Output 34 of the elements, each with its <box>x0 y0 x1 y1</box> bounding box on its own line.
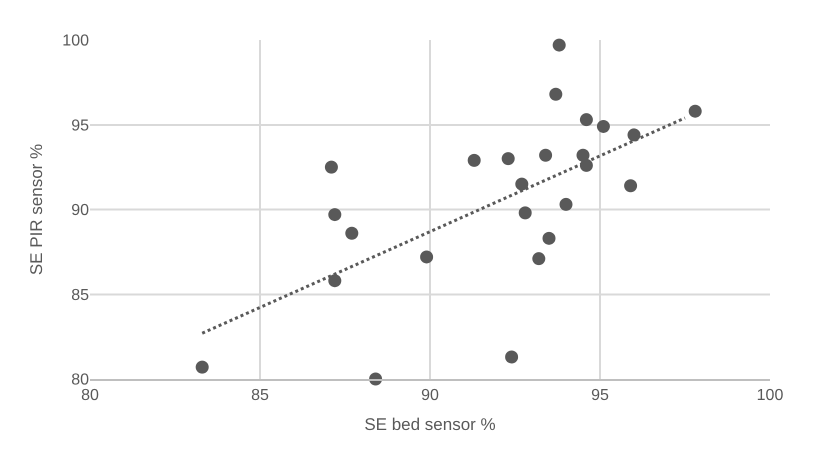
y-tick-label: 100 <box>62 32 90 50</box>
point <box>196 360 209 374</box>
y-axis-title: SE PIR sensor % <box>26 144 46 276</box>
point <box>515 178 528 191</box>
y-tick-label: 95 <box>71 117 90 134</box>
point <box>624 179 638 192</box>
x-axis-title: SE bed sensor % <box>364 415 496 434</box>
y-tick-label: 85 <box>71 286 90 304</box>
y-tick-label: 90 <box>71 202 90 220</box>
point <box>468 154 481 167</box>
point <box>324 160 338 174</box>
point <box>560 198 572 211</box>
point <box>549 88 562 101</box>
x-tick-label: 100 <box>756 387 784 404</box>
point <box>539 148 552 162</box>
point <box>505 350 518 364</box>
x-tick-label: 95 <box>591 387 609 404</box>
point <box>628 128 640 142</box>
y-tick-label: 80 <box>71 372 90 389</box>
point <box>532 252 546 266</box>
point <box>576 148 590 162</box>
point <box>328 208 342 222</box>
point <box>502 152 515 166</box>
x-tick-label: 85 <box>251 387 269 404</box>
point <box>420 250 434 264</box>
point <box>552 38 566 52</box>
point <box>328 274 342 288</box>
point <box>580 113 593 126</box>
point <box>542 232 556 245</box>
point <box>345 226 358 240</box>
point <box>518 206 532 220</box>
point <box>596 120 610 133</box>
point <box>688 104 702 118</box>
x-tick-label: 90 <box>421 387 439 404</box>
